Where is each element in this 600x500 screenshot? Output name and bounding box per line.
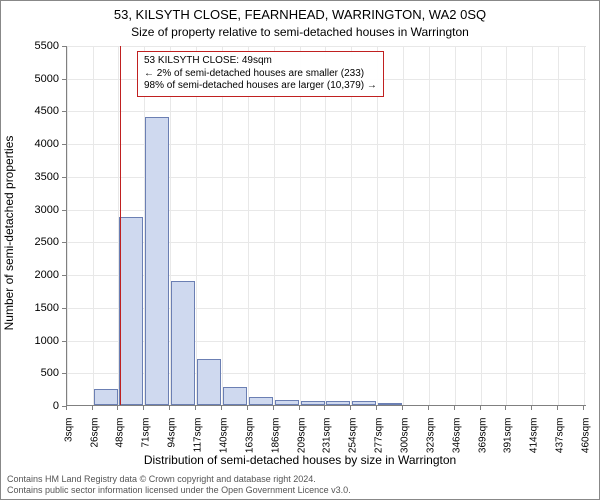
chart-title-subtitle: Size of property relative to semi-detach… <box>1 25 599 39</box>
y-tick-label: 1000 <box>9 335 59 347</box>
histogram-bar <box>119 217 143 406</box>
histogram-bar <box>171 281 195 405</box>
gridline-v <box>481 46 482 405</box>
histogram-bar <box>326 401 350 405</box>
histogram-bar <box>145 117 169 405</box>
gridline-v <box>274 46 275 405</box>
x-tick-mark <box>428 406 429 410</box>
histogram-bar <box>197 359 221 405</box>
footer-line1: Contains HM Land Registry data © Crown c… <box>7 474 316 484</box>
x-axis-title: Distribution of semi-detached houses by … <box>1 453 599 467</box>
annotation-line1: 53 KILSYTH CLOSE: 49sqm <box>144 55 377 68</box>
gridline-v <box>93 46 94 405</box>
x-tick-mark <box>480 406 481 410</box>
chart-container: 53, KILSYTH CLOSE, FEARNHEAD, WARRINGTON… <box>0 0 600 500</box>
y-tick-label: 4500 <box>9 105 59 117</box>
x-tick-mark <box>273 406 274 410</box>
histogram-bar <box>301 401 325 405</box>
x-tick-mark <box>376 406 377 410</box>
gridline-v <box>584 46 585 405</box>
y-tick-label: 500 <box>9 367 59 379</box>
x-tick-mark <box>247 406 248 410</box>
histogram-bar <box>352 401 376 405</box>
chart-title-address: 53, KILSYTH CLOSE, FEARNHEAD, WARRINGTON… <box>1 7 599 22</box>
y-tick-label: 0 <box>9 400 59 412</box>
y-tick-mark <box>62 308 66 309</box>
y-tick-mark <box>62 373 66 374</box>
gridline-v <box>300 46 301 405</box>
annotation-line2: ← 2% of semi-detached houses are smaller… <box>144 68 377 81</box>
y-tick-label: 2500 <box>9 236 59 248</box>
x-tick-mark <box>92 406 93 410</box>
x-tick-mark <box>454 406 455 410</box>
y-tick-label: 2000 <box>9 269 59 281</box>
y-tick-label: 3500 <box>9 171 59 183</box>
x-tick-mark <box>299 406 300 410</box>
histogram-bar <box>378 403 402 405</box>
gridline-v <box>403 46 404 405</box>
y-tick-mark <box>62 242 66 243</box>
gridline-v <box>558 46 559 405</box>
x-tick-mark <box>66 406 67 410</box>
y-tick-mark <box>62 144 66 145</box>
y-tick-label: 5000 <box>9 73 59 85</box>
y-tick-mark <box>62 341 66 342</box>
x-tick-mark <box>117 406 118 410</box>
y-tick-mark <box>62 79 66 80</box>
x-tick-mark <box>324 406 325 410</box>
histogram-bar <box>223 387 247 405</box>
y-tick-label: 4000 <box>9 138 59 150</box>
x-tick-mark <box>505 406 506 410</box>
histogram-bar <box>249 397 273 405</box>
x-tick-mark <box>557 406 558 410</box>
y-tick-mark <box>62 275 66 276</box>
histogram-bar <box>94 389 118 405</box>
gridline-v <box>532 46 533 405</box>
annotation-box: 53 KILSYTH CLOSE: 49sqm← 2% of semi-deta… <box>137 51 384 97</box>
x-tick-mark <box>169 406 170 410</box>
y-tick-label: 3000 <box>9 204 59 216</box>
x-tick-mark <box>583 406 584 410</box>
x-tick-mark <box>350 406 351 410</box>
gridline-v <box>196 46 197 405</box>
y-tick-mark <box>62 177 66 178</box>
y-tick-mark <box>62 111 66 112</box>
x-tick-mark <box>221 406 222 410</box>
footer-line2: Contains public sector information licen… <box>7 485 351 495</box>
y-tick-mark <box>62 210 66 211</box>
y-tick-mark <box>62 46 66 47</box>
annotation-line3: 98% of semi-detached houses are larger (… <box>144 80 377 93</box>
y-tick-label: 5500 <box>9 40 59 52</box>
gridline-v <box>325 46 326 405</box>
x-tick-mark <box>531 406 532 410</box>
reference-line <box>120 46 121 405</box>
gridline-v <box>351 46 352 405</box>
x-tick-mark <box>143 406 144 410</box>
x-tick-mark <box>402 406 403 410</box>
y-tick-label: 1500 <box>9 302 59 314</box>
gridline-v <box>67 46 68 405</box>
histogram-bar <box>275 400 299 405</box>
footer-attribution: Contains HM Land Registry data © Crown c… <box>7 474 593 496</box>
plot-area: 53 KILSYTH CLOSE: 49sqm← 2% of semi-deta… <box>66 46 586 406</box>
gridline-v <box>506 46 507 405</box>
x-tick-mark <box>195 406 196 410</box>
gridline-v <box>429 46 430 405</box>
gridline-v <box>377 46 378 405</box>
gridline-v <box>455 46 456 405</box>
gridline-v <box>248 46 249 405</box>
gridline-v <box>222 46 223 405</box>
